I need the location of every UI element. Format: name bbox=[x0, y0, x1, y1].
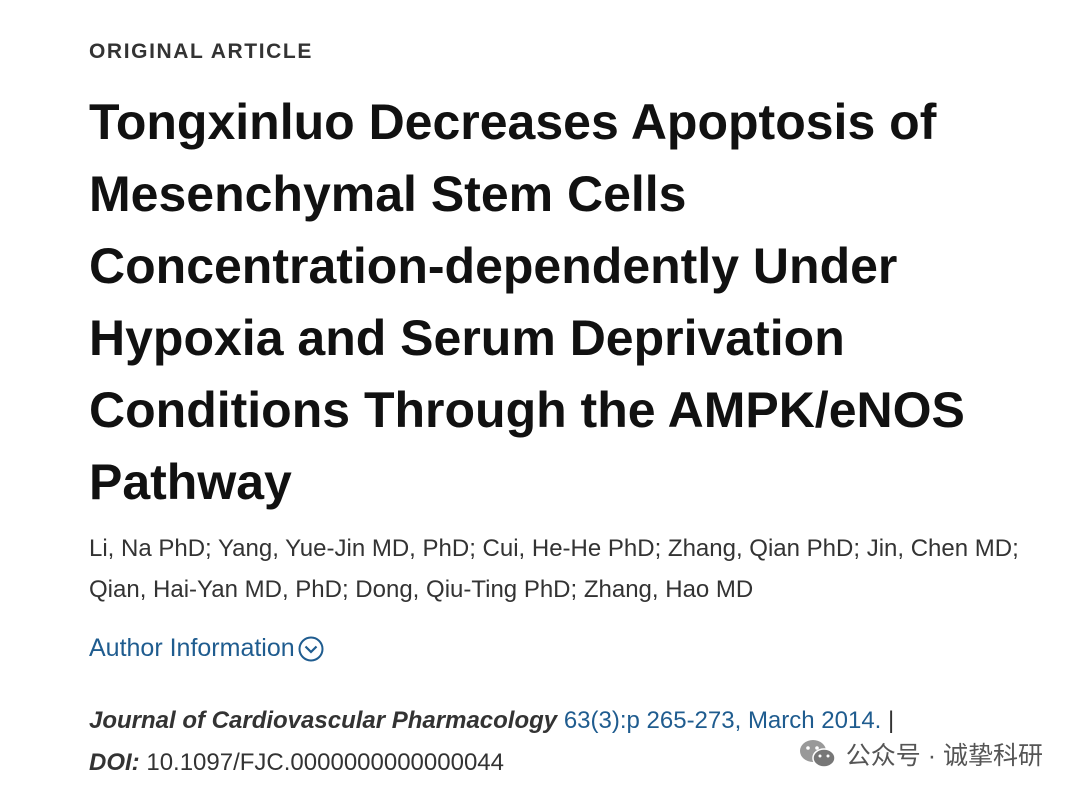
citation-details[interactable]: 63(3):p 265-273, March 2014. bbox=[563, 707, 882, 734]
chevron-icon[interactable] bbox=[297, 635, 325, 663]
watermark: 公众号 · 诚挚科研 bbox=[798, 736, 1043, 772]
article-type: ORIGINAL ARTICLE bbox=[89, 40, 313, 63]
journal: Journal of Cardiovascular Pharmacology bbox=[89, 707, 558, 734]
article-title: Tongxinluo Decreases Apoptosis of Mesenc… bbox=[89, 94, 965, 510]
separator: | bbox=[888, 707, 895, 734]
doi: 10.1097/FJC.0000000000000044 bbox=[146, 749, 504, 776]
authors: Li, Na PhD; Yang, Yue-Jin MD, PhD; Cui, … bbox=[89, 535, 1019, 603]
watermark-text: 公众号 · 诚挚科研 bbox=[845, 742, 1043, 770]
doi-label: DOI: bbox=[89, 749, 140, 776]
citation: Journal of Cardiovascular Pharmacology 6… bbox=[89, 700, 1009, 784]
wechat-icon bbox=[799, 740, 836, 768]
author-info-toggle[interactable]: Author Information bbox=[89, 634, 325, 663]
author-info-label[interactable]: Author Information bbox=[89, 634, 295, 662]
